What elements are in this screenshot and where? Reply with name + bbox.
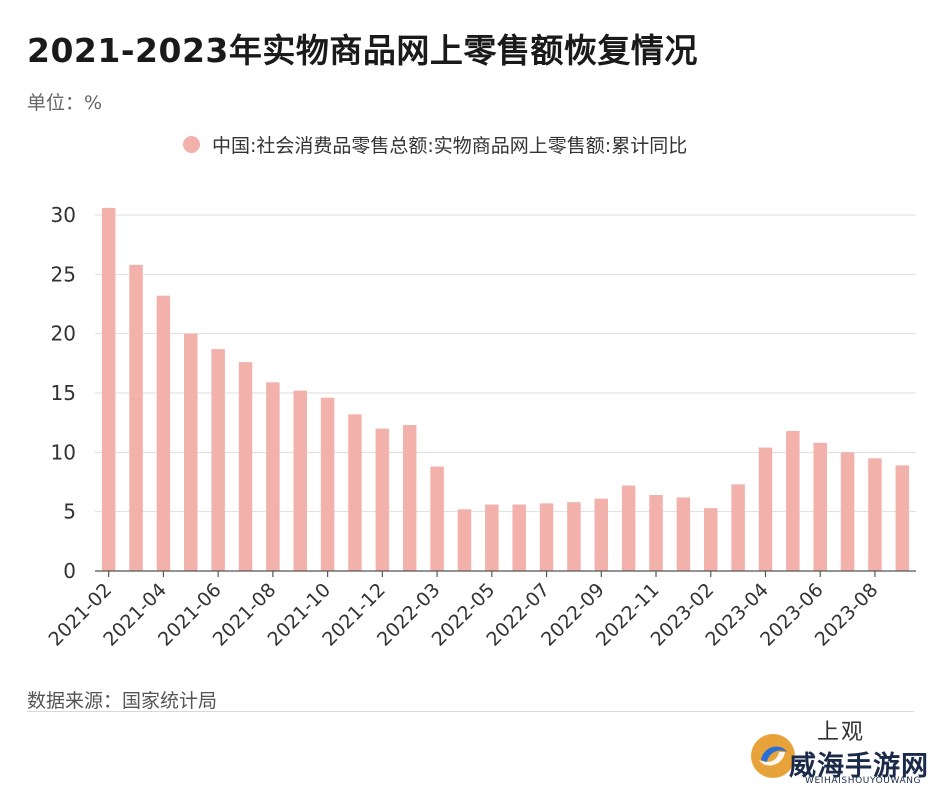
bar xyxy=(813,442,827,571)
bar xyxy=(156,295,171,571)
bar xyxy=(211,349,225,571)
bar xyxy=(266,382,280,571)
watermark-name: 威海手游网 xyxy=(789,751,929,782)
legend-swatch xyxy=(183,136,200,153)
bar xyxy=(402,425,417,571)
watermark: 上观 威海手游网 WEIHAISHOUYOUWANG xyxy=(747,712,937,792)
bar xyxy=(320,397,335,571)
unit-label: 单位：% xyxy=(27,92,103,114)
watermark-subtext: WEIHAISHOUYOUWANG xyxy=(805,776,922,786)
bar xyxy=(184,333,198,571)
bar xyxy=(868,458,882,571)
bar xyxy=(457,509,472,571)
legend: 中国:社会消费品零售总额:实物商品网上零售额:累计同比 xyxy=(183,131,687,158)
bar xyxy=(676,497,691,571)
bar xyxy=(348,414,362,571)
bar xyxy=(430,466,444,571)
bar xyxy=(840,452,855,571)
chart-title: 2021-2023年实物商品网上零售额恢复情况 xyxy=(27,31,698,70)
y-tick-label: 25 xyxy=(51,262,76,286)
bar xyxy=(594,498,609,571)
bar xyxy=(895,465,910,571)
bar xyxy=(539,503,554,571)
y-tick-label: 0 xyxy=(63,559,76,583)
y-tick-label: 5 xyxy=(63,500,76,524)
bar xyxy=(567,502,581,571)
bar xyxy=(704,508,718,571)
bar xyxy=(621,485,636,571)
y-tick-label: 10 xyxy=(51,440,76,464)
y-tick-label: 30 xyxy=(51,203,76,227)
source-label: 数据来源：国家统计局 xyxy=(27,690,218,712)
bar xyxy=(758,447,773,571)
bar xyxy=(786,430,800,571)
footer-divider xyxy=(27,711,914,712)
bar xyxy=(375,428,390,571)
legend-label: 中国:社会消费品零售总额:实物商品网上零售额:累计同比 xyxy=(212,135,688,157)
watermark-logo-icon xyxy=(751,734,795,778)
bar xyxy=(293,390,307,571)
bar xyxy=(512,504,526,571)
bar xyxy=(129,264,143,571)
bar-chart: 0510152025302021-022021-042021-062021-08… xyxy=(45,203,916,651)
bar xyxy=(731,484,745,571)
bar xyxy=(649,495,663,571)
y-tick-label: 20 xyxy=(51,322,76,346)
bar xyxy=(485,504,499,571)
bar xyxy=(101,207,116,571)
watermark-top-text: 上观 xyxy=(817,720,866,745)
bar xyxy=(238,362,253,571)
y-tick-label: 15 xyxy=(51,381,76,405)
